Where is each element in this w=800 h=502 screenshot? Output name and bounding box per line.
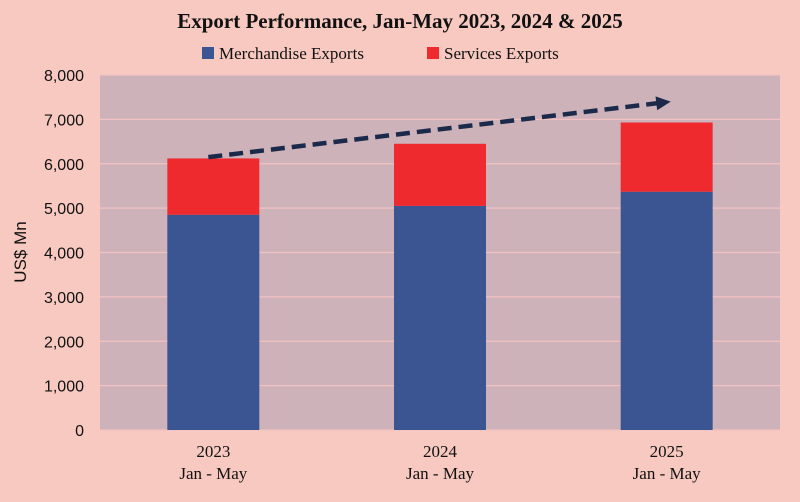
y-tick-label: 1,000 xyxy=(44,379,84,396)
trend-arrow xyxy=(208,96,671,160)
y-tick-label: 5,000 xyxy=(44,201,84,218)
bar-merchandise-2023 xyxy=(167,214,260,430)
x-tick-label: 2023 xyxy=(196,442,230,461)
bar-merchandise-2025 xyxy=(620,191,713,430)
legend-swatch-merchandise xyxy=(202,47,214,59)
bar-merchandise-2024 xyxy=(394,205,486,430)
legend: Merchandise Exports Services Exports xyxy=(202,44,559,63)
x-tick-label: 2025 xyxy=(650,442,684,461)
legend-swatch-services xyxy=(427,47,439,59)
y-tick-label: 2,000 xyxy=(44,334,84,351)
bars xyxy=(167,122,713,430)
x-tick-label: 2024 xyxy=(423,442,458,461)
bar-services-2023 xyxy=(167,158,260,215)
x-tick-label: Jan - May xyxy=(179,464,247,483)
y-axis-ticks: 0 1,000 2,000 3,000 4,000 5,000 6,000 7,000 8,00… xyxy=(44,68,84,440)
trend-arrow-line xyxy=(208,100,662,160)
legend-label-merchandise: Merchandise Exports xyxy=(219,44,364,63)
x-tick-label: Jan - May xyxy=(406,464,474,483)
y-axis-label: US$ Mn xyxy=(11,221,30,282)
y-tick-label: 8,000 xyxy=(44,68,84,85)
y-tick-label: 3,000 xyxy=(44,290,84,307)
legend-label-services: Services Exports xyxy=(444,44,559,63)
bar-services-2024 xyxy=(394,143,486,206)
chart-title: Export Performance, Jan-May 2023, 2024 &… xyxy=(177,9,623,33)
x-axis-ticks: 2023 Jan - May 2024 Jan - May 2025 Jan - May xyxy=(179,442,701,483)
y-tick-label: 4,000 xyxy=(44,246,84,263)
y-tick-label: 6,000 xyxy=(44,157,84,174)
x-tick-label: Jan - May xyxy=(633,464,701,483)
y-tick-label: 0 xyxy=(75,423,84,440)
trend-arrow-head xyxy=(655,96,671,111)
bar-services-2025 xyxy=(620,122,713,192)
y-tick-label: 7,000 xyxy=(44,112,84,129)
